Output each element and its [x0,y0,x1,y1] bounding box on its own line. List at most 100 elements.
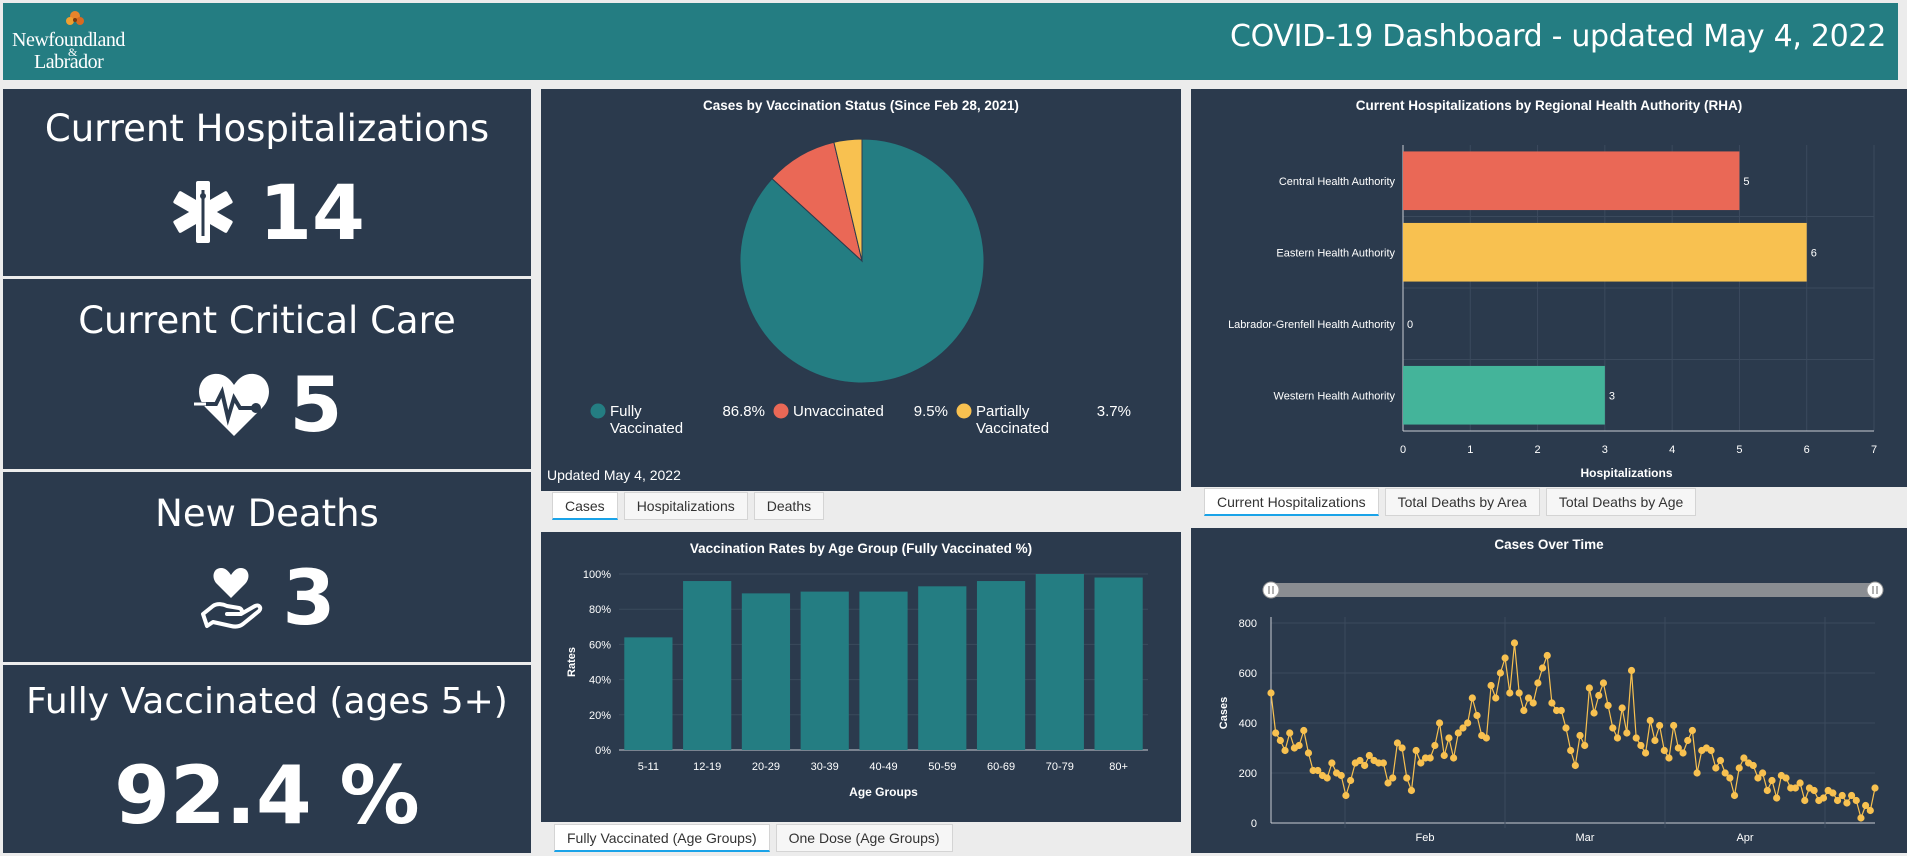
cases-point [1450,754,1458,762]
x-tick-label: 4 [1669,444,1675,456]
cases-tab-cases[interactable]: Cases [552,492,618,520]
cases-point [1543,651,1551,660]
chart-title: Cases Over Time [1494,537,1604,552]
cases-point [1791,784,1800,792]
y-tick-label: 40% [589,675,611,687]
cases-point [1632,734,1640,742]
kpi-fully-vaccinated: Fully Vaccinated (ages 5+) 92.4 % [3,665,531,853]
y-tick-label: 400 [1239,718,1257,730]
bar-value-label: 5 [1743,176,1749,188]
cases-point [1571,761,1579,770]
cases-line-chart: 0200400600800FebMarAprDateCases [1218,581,1884,844]
legend-label: Vaccinated [610,420,683,437]
cases-point [1740,754,1748,762]
bar-age-50-59 [918,586,967,750]
bar-age-60-69 [976,581,1026,750]
rha-tab-current-hospitalizations[interactable]: Current Hospitalizations [1204,488,1379,516]
cases-point [1496,669,1505,677]
bar-age-12-19 [683,581,732,750]
bar-age-40-49 [859,591,908,750]
cases-point [1852,796,1860,805]
pie-slice-partially-vaccinated [833,138,863,262]
cases-point [1384,779,1392,787]
cases-point [1871,784,1879,792]
kpi-label: Fully Vaccinated (ages 5+) [26,681,508,722]
y-tick-label: Central Health Authority [1279,176,1396,188]
cases-point [1440,751,1448,760]
cases-point [1857,814,1865,822]
cases-point [1538,664,1547,672]
cases-point [1300,726,1308,735]
rha-hospitalizations-panel: Current Hospitalizations by Regional Hea… [1191,89,1907,487]
bar-eastern-health-authority [1403,222,1807,282]
cases-point [1314,766,1322,775]
cases-point [1623,729,1631,737]
vaccination-tab-bar: Fully Vaccinated (Age Groups) One Dose (A… [554,824,953,852]
rha-tab-bar: Current Hospitalizations Total Deaths by … [1204,488,1697,516]
cases-tab-hospitalizations[interactable]: Hospitalizations [623,492,748,520]
cases-point [1829,789,1837,797]
cases-point [1548,699,1556,707]
cases-point [1646,716,1654,725]
range-slider-end-handle[interactable] [1866,581,1884,599]
x-tick-label: 70-79 [1046,761,1074,773]
cases-point [1529,699,1537,707]
cases-point [1576,731,1584,740]
cases-point [1590,709,1598,717]
legend-value: 9.5% [914,403,948,420]
y-tick-label: 80% [589,604,611,616]
range-slider-start-handle[interactable] [1262,581,1280,599]
x-tick-label: 80+ [1109,761,1128,773]
cases-tab-bar: Cases Hospitalizations Deaths [552,492,825,520]
bar-age-30-39 [800,591,849,750]
x-tick-label: 3 [1602,444,1608,456]
y-tick-label: 0 [1251,818,1257,830]
cases-point [1501,654,1509,662]
cases-point [1323,774,1331,782]
cases-point [1670,721,1678,730]
cases-point [1726,774,1734,782]
cases-point [1267,689,1275,697]
rha-tab-total-deaths-by-age[interactable]: Total Deaths by Age [1545,488,1697,516]
cases-point [1426,754,1434,762]
cases-point [1862,801,1870,810]
chart-title: Current Hospitalizations by Regional Hea… [1355,98,1743,113]
cases-point [1688,726,1696,735]
cases-point [1468,694,1476,702]
x-tick-label: Apr [1736,832,1753,844]
y-tick-label: Eastern Health Authority [1276,247,1395,259]
range-slider-track [1271,583,1875,597]
cases-point [1435,719,1444,727]
vaccination-bar-chart: 0% 20% 40% 60% 80% 100% 5-11 12-19 20-29 30-39 40-… [566,569,1148,799]
x-tick-label: 50-59 [928,761,956,773]
star-of-life-icon [173,181,233,243]
cases-by-vaccination-panel: Cases by Vaccination Status (Since Feb 2… [541,89,1181,491]
legend-label: Vaccinated [976,420,1049,437]
y-tick-label: 0% [595,745,611,757]
cases-point [1782,774,1790,782]
legend-value: 86.8% [722,403,765,420]
cases-tab-deaths[interactable]: Deaths [753,492,825,520]
vacc-tab-fully-vaccinated-age-groups[interactable]: Fully Vaccinated (Age Groups) [554,824,770,852]
y-tick-label: 800 [1239,618,1257,630]
kpi-new-deaths: New Deaths 3 [3,472,531,662]
cases-point [1641,749,1650,757]
y-axis-label: Rates [566,647,578,677]
x-tick-label: 5 [1736,444,1742,456]
cases-point [1276,736,1284,745]
chart-title: Cases by Vaccination Status (Since Feb 2… [703,98,1019,113]
cases-point [1679,749,1687,757]
cases-point [1712,764,1720,772]
cases-point [1346,776,1355,785]
cases-point [1520,706,1528,715]
y-tick-label: 60% [589,639,611,651]
x-tick-label: 1 [1467,444,1473,456]
cases-point [1524,694,1533,702]
rha-tab-total-deaths-by-area[interactable]: Total Deaths by Area [1384,488,1540,516]
kpi-label: New Deaths [155,492,379,535]
vacc-tab-one-dose-age-groups[interactable]: One Dose (Age Groups) [775,824,953,852]
cases-point [1595,691,1603,700]
cases-point [1613,734,1622,742]
cases-point [1754,774,1762,782]
